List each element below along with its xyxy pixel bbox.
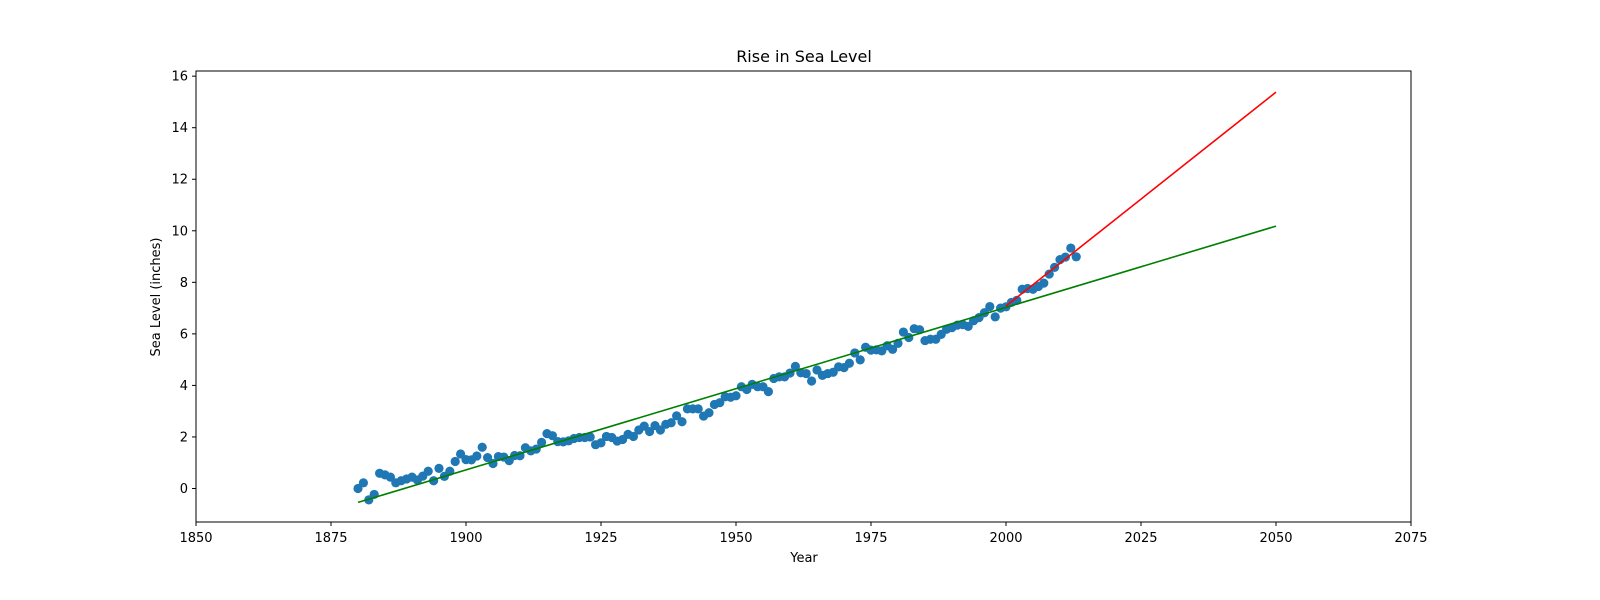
x-tick-label: 1975 (854, 531, 887, 546)
y-tick-label: 10 (171, 224, 188, 239)
data-point (715, 398, 725, 408)
data-point (477, 442, 487, 452)
data-point (731, 391, 741, 401)
data-point (1066, 243, 1076, 253)
data-point (807, 376, 817, 386)
x-tick-label: 2050 (1259, 531, 1292, 546)
data-point (693, 404, 703, 414)
fit-line-recent (1005, 91, 1277, 307)
plot-area (353, 91, 1277, 505)
data-point (985, 301, 995, 312)
data-point (763, 387, 774, 397)
data-point (1071, 252, 1081, 262)
y-tick-label: 6 (180, 327, 188, 342)
data-point (801, 368, 811, 379)
data-point (423, 466, 433, 476)
data-point (1039, 278, 1049, 288)
plot-frame (195, 70, 1412, 523)
y-axis-label: Sea Level (inches) (149, 238, 164, 357)
y-tick-label: 8 (180, 276, 188, 291)
data-point (358, 478, 368, 488)
y-axis: 0 2 4 6 8 10 12 14 16 (171, 70, 196, 497)
x-tick-label: 2025 (1124, 531, 1157, 546)
x-tick-label: 1900 (449, 531, 482, 546)
data-point (990, 312, 1000, 322)
data-point (628, 431, 639, 442)
y-tick-label: 12 (171, 173, 188, 188)
data-point (677, 417, 687, 427)
data-point (434, 463, 444, 473)
data-point (472, 451, 482, 461)
y-tick-label: 16 (171, 70, 188, 85)
x-tick-label: 1875 (314, 531, 347, 546)
data-point (672, 411, 682, 421)
data-point (704, 408, 714, 418)
data-point (1060, 252, 1070, 262)
data-point (645, 426, 655, 437)
data-point (666, 418, 676, 428)
y-tick-label: 14 (171, 121, 188, 136)
y-tick-label: 0 (180, 482, 188, 497)
data-point (547, 431, 558, 441)
data-point (855, 355, 865, 365)
data-point (888, 344, 898, 354)
x-tick-label: 1850 (179, 531, 212, 546)
x-tick-label: 2075 (1394, 531, 1427, 546)
data-point (450, 456, 460, 467)
x-axis: 1850 1875 1900 1925 1950 1975 2000 2025 2050 2075 (179, 522, 1428, 546)
data-point (844, 358, 855, 368)
x-tick-label: 2000 (989, 531, 1022, 546)
y-tick-label: 2 (180, 430, 188, 445)
y-tick-label: 4 (180, 379, 188, 394)
data-point (790, 361, 801, 371)
data-point (483, 452, 493, 463)
x-tick-label: 1925 (584, 531, 617, 546)
data-point (596, 438, 606, 448)
x-axis-label: Year (789, 551, 818, 566)
fit-line-all-years (357, 225, 1277, 504)
chart-title: Rise in Sea Level (736, 47, 872, 66)
x-tick-label: 1950 (719, 531, 752, 546)
data-point (1044, 269, 1054, 279)
data-point (537, 437, 547, 447)
data-point (585, 432, 595, 442)
